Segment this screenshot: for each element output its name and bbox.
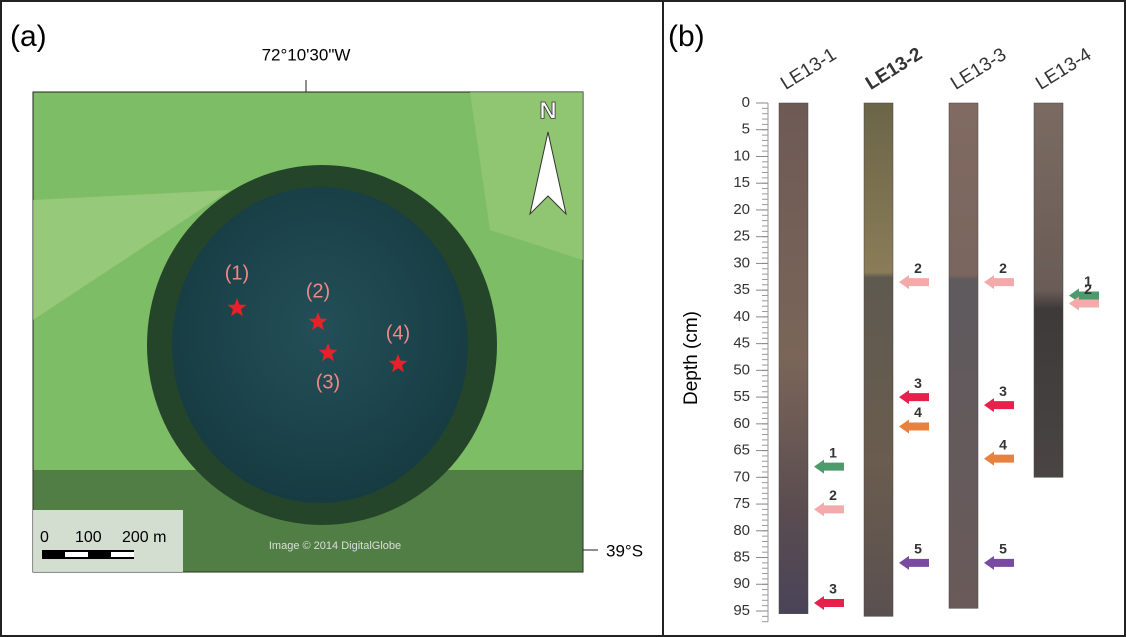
tick-label: 20 [733, 201, 750, 218]
site-label: (3) [316, 371, 340, 393]
arrow-label: 5 [914, 541, 922, 557]
panel-label: (b) [668, 20, 705, 53]
arrow [899, 420, 929, 434]
arrow [984, 398, 1014, 412]
arrow-label: 5 [999, 541, 1007, 557]
arrow-label: 2 [914, 260, 922, 276]
scale-label: 0 [40, 529, 49, 546]
arrow [984, 275, 1014, 289]
tick-label: 85 [733, 548, 750, 565]
core-name: LE13-2 [862, 44, 926, 95]
scale-bar [111, 552, 134, 557]
arrow [899, 390, 929, 404]
core-name: LE13-3 [947, 44, 1010, 94]
arrow-label: 2 [1084, 281, 1092, 297]
latitude: 39°S [606, 541, 643, 560]
tick-label: 80 [733, 522, 750, 539]
core [864, 103, 893, 616]
arrow-label: 3 [914, 375, 922, 391]
north-label: N [539, 97, 556, 124]
tick-label: 0 [742, 94, 750, 111]
arrow [814, 460, 844, 474]
arrow-label: 1 [829, 444, 837, 460]
tick-label: 60 [733, 415, 750, 432]
core [1034, 103, 1063, 477]
site-label: (2) [306, 280, 330, 302]
tick-label: 90 [733, 575, 750, 592]
arrow [814, 502, 844, 516]
tick-label: 95 [733, 602, 750, 619]
tick-label: 35 [733, 281, 750, 298]
panel-a: (a) 72°10'30"W 39°S 0 100 200 m Image © … [10, 20, 643, 572]
arrow-label: 3 [999, 383, 1007, 399]
arrow-label: 3 [829, 581, 837, 597]
tick-label: 30 [733, 254, 750, 271]
tick-label: 25 [733, 228, 750, 245]
core [949, 103, 978, 608]
tick-label: 70 [733, 468, 750, 485]
figure: (a) 72°10'30"W 39°S 0 100 200 m Image © … [0, 0, 1126, 637]
site-label: (1) [225, 262, 249, 284]
arrow [899, 556, 929, 570]
lake [172, 187, 468, 503]
core-name: LE13-4 [1032, 44, 1095, 95]
core-name: LE13-1 [777, 44, 840, 94]
tick-label: 75 [733, 495, 750, 512]
arrow [814, 596, 844, 610]
arrow-label: 4 [999, 436, 1007, 452]
arrow [984, 556, 1014, 570]
credit: Image © 2014 DigitalGlobe [269, 540, 401, 552]
tick-label: 40 [733, 308, 750, 325]
arrow [899, 275, 929, 289]
scale-label: 100 [75, 529, 102, 546]
tick-label: 65 [733, 442, 750, 459]
tick-label: 10 [733, 147, 750, 164]
panel-b: (b) Depth (cm) 0510152025303540455055606… [668, 20, 1099, 622]
core [779, 103, 808, 614]
tick-label: 45 [733, 335, 750, 352]
scale-bar [65, 552, 88, 557]
tick-label: 5 [742, 121, 750, 138]
tick-label: 50 [733, 361, 750, 378]
scale-label: 200 m [122, 529, 166, 546]
tick-label: 15 [733, 174, 750, 191]
arrow-label: 4 [914, 404, 922, 420]
longitude: 72°10'30"W [262, 45, 351, 64]
axis-title: Depth (cm) [681, 311, 702, 405]
panel-label: (a) [10, 20, 47, 53]
arrow-label: 2 [829, 487, 837, 503]
arrow-label: 2 [999, 260, 1007, 276]
arrow [984, 452, 1014, 466]
site-label: (4) [386, 322, 410, 344]
tick-label: 55 [733, 388, 750, 405]
